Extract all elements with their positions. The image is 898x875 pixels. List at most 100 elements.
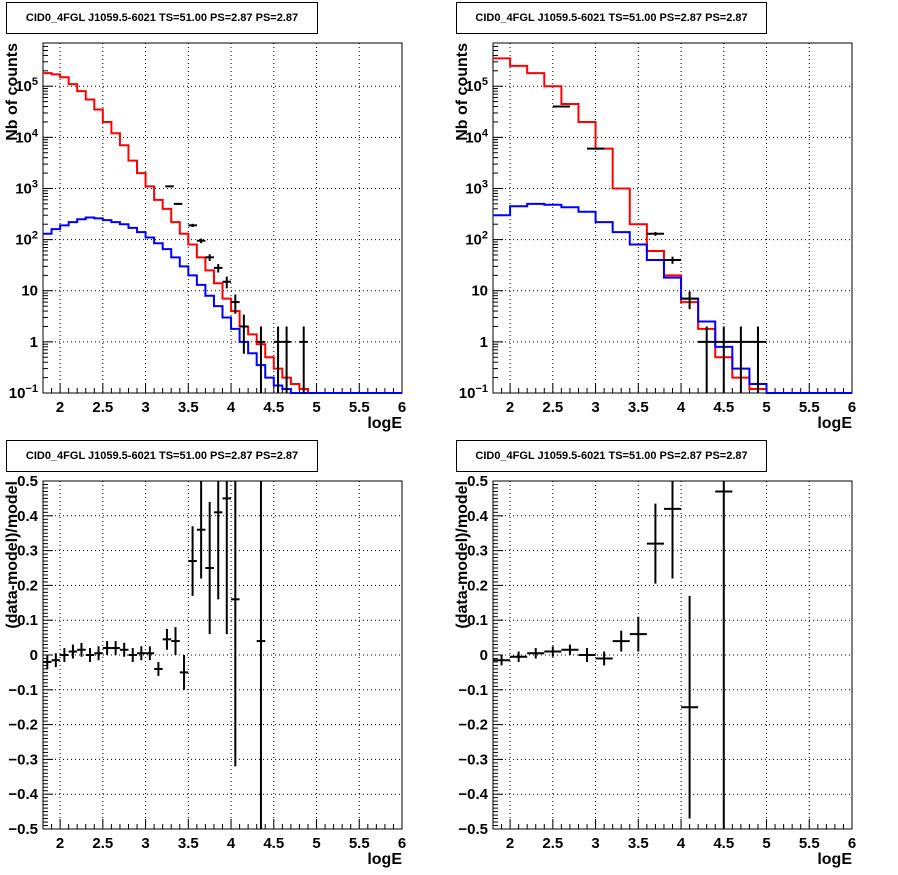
x-tick-label: 3.5 [178,399,199,416]
data-point [493,655,511,666]
y-tick-label: 0.4 [467,508,489,525]
x-tick-label: 5 [312,399,320,416]
data-point [119,642,129,657]
y-tick-label: 103 [465,178,488,197]
x-tick-label: 5.5 [799,835,820,852]
data-point [222,276,232,289]
y-axis-title: (data-model)/model [454,481,471,629]
data-point [273,326,283,393]
x-tick-label: 2.5 [542,835,563,852]
chart-br: 2 2.5 3 3.5 4 4.5 5 5.5 6 −0.5 −0.4 −0.3 −0.2 −0.1 0 0.… [454,473,856,868]
x-tick-label: 4 [677,835,686,852]
y-axis-title: Nb of counts [454,43,471,141]
panel-title: CID0_4FGL J1059.5-6021 TS=51.00 PS=2.87 … [456,2,767,34]
y-tick-label: 0.5 [17,473,38,490]
y-tick-label: −0.5 [8,821,38,838]
x-tick-label: 6 [848,835,856,852]
data-point [231,294,240,314]
panel-title: CID0_4FGL J1059.5-6021 TS=51.00 PS=2.87 … [456,440,767,472]
y-tick-label: −0.3 [458,751,488,768]
x-tick-label: 5 [762,399,770,416]
y-tick-label: 10−1 [459,383,488,402]
x-tick-label: 5.5 [349,835,370,852]
data-point [171,627,180,655]
x-tick-label: 5 [312,835,320,852]
grid-lines [43,481,402,829]
data-point [213,264,223,273]
data-point [43,655,52,669]
y-axis-title: Nb of counts [4,43,21,141]
y-tick-label: 0.2 [467,577,488,594]
data-point [213,481,223,600]
data-point [646,503,664,584]
x-axis-title: logE [817,851,852,868]
data-point [205,254,214,261]
x-tick-label: 4.5 [713,399,734,416]
x-tick-label: 3.5 [628,399,649,416]
y-tick-label: 1 [480,334,488,351]
source-model-line [493,202,852,394]
data-point [111,641,120,655]
chart-tl: 2 2.5 3 3.5 4 4.5 5 5.5 6 10−1 1 10 102 103 104 105 logE… [4,42,406,432]
axis-ticks [42,480,403,830]
y-tick-label: 0 [30,647,38,664]
grid-lines [493,43,852,393]
y-tick-label: 103 [15,178,38,197]
x-tick-label: 3 [141,399,149,416]
plot-frame [42,480,403,830]
data-point [732,326,750,393]
panel-title: CID0_4FGL J1059.5-6021 TS=51.00 PS=2.87 … [6,440,318,472]
data-point [179,655,189,690]
x-tick-label: 4.5 [263,399,284,416]
y-tick-label: 102 [15,230,38,249]
data-point [663,481,682,579]
y-tick-label: −0.1 [8,682,38,699]
data-point [60,648,69,662]
data-point [188,223,197,228]
data-point [299,326,308,393]
x-tick-label: 4.5 [263,835,284,852]
x-tick-label: 3 [141,835,149,852]
x-tick-label: 2 [506,399,514,416]
x-tick-label: 4 [227,399,236,416]
data-point [612,630,630,652]
y-tick-label: 0.2 [17,577,38,594]
plot-frame [42,42,403,394]
data-point [681,595,699,819]
y-tick-label: 0.1 [467,612,488,629]
y-tick-label: 0.1 [17,612,38,629]
y-tick-label: 10−1 [9,383,38,402]
x-tick-label: 2.5 [542,399,563,416]
data-point [561,644,579,655]
y-tick-label: −0.3 [8,751,38,768]
data-point [578,648,596,662]
data-point [205,501,214,635]
total-model-line [493,57,852,394]
y-tick-label: 0.3 [467,543,488,560]
axis-ticks [492,480,853,830]
data-point [256,326,266,393]
y-tick-label: −0.1 [458,682,488,699]
data-point [51,653,61,668]
x-tick-label: 5.5 [349,399,370,416]
x-tick-label: 4 [227,835,236,852]
y-tick-label: 104 [465,127,489,146]
y-tick-label: 102 [465,230,488,249]
y-tick-label: 105 [465,76,488,95]
x-tick-label: 6 [848,399,856,416]
y-tick-label: −0.2 [8,717,38,734]
x-tick-label: 4 [677,399,686,416]
x-tick-label: 3.5 [178,835,199,852]
y-tick-label: −0.4 [458,786,488,803]
data-point [196,238,206,244]
y-tick-label: −0.4 [8,786,38,803]
x-tick-label: 3.5 [628,835,649,852]
data-point [663,256,682,264]
y-tick-label: 10 [471,283,488,300]
data-point [595,651,613,666]
x-tick-label: 2.5 [92,835,113,852]
data-point [137,646,146,661]
data-point [68,644,78,659]
data-point [527,648,545,659]
